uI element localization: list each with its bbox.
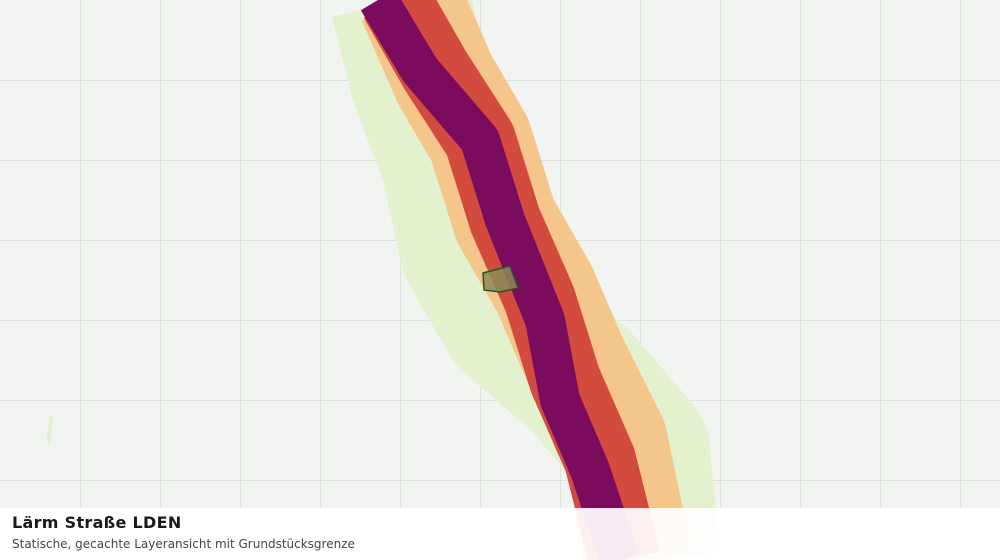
layer-title: Lärm Straße LDEN [12, 513, 182, 532]
noise-patch [46, 415, 53, 445]
noise-band-max [360, 0, 639, 560]
noise-bands [332, 0, 720, 560]
parcel-boundary [482, 265, 519, 293]
caption-bar: Lärm Straße LDEN Statische, gecachte Lay… [0, 508, 1000, 560]
layer-subtitle: Statische, gecachte Layeransicht mit Gru… [12, 537, 355, 551]
